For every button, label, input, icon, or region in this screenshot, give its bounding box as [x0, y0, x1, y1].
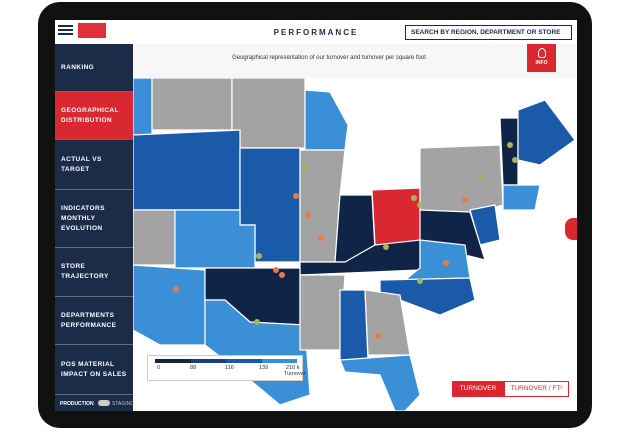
env-toggle[interactable] [98, 400, 110, 406]
menu-item[interactable]: INDICATORS MONTHLY EVOLUTION [55, 190, 133, 248]
store-dot [256, 253, 262, 259]
toggle-button[interactable]: TURNOVER / FT² [504, 381, 569, 397]
menu-item[interactable]: ACTUAL VS TARGET [55, 140, 133, 190]
region [502, 184, 541, 211]
region [517, 99, 576, 166]
region [299, 274, 346, 351]
region [339, 354, 421, 411]
region [133, 78, 153, 136]
store-dot [512, 157, 518, 163]
menu-button[interactable] [58, 25, 73, 35]
search-placeholder: SEARCH BY REGION, DEPARTMENT OR STORE [411, 29, 561, 36]
legend-bar [155, 359, 297, 363]
footer-bar [55, 395, 133, 411]
flag-button[interactable] [78, 23, 106, 38]
footer-left: PRODUCTION [60, 401, 94, 407]
region [133, 129, 241, 211]
toggle-button[interactable]: TURNOVER [452, 381, 504, 397]
map [133, 78, 576, 411]
menu-item[interactable]: DEPARTMENTS PERFORMANCE [55, 297, 133, 345]
region [419, 209, 486, 261]
menu-item[interactable]: RANKING [55, 44, 133, 92]
legend-title: Turnover [284, 371, 306, 377]
legend-tick: 210 k [286, 365, 300, 371]
store-dot [254, 319, 260, 325]
store-dot [383, 244, 389, 250]
region [231, 78, 306, 149]
subtitle-bar [133, 44, 577, 78]
store-dot [279, 272, 285, 278]
legend-tick: 0 [157, 365, 161, 371]
legend-tick: 139 [259, 365, 269, 371]
store-dot [477, 173, 483, 179]
legend-tick: 116 [225, 365, 234, 371]
store-dot [411, 195, 417, 201]
bulb-icon [537, 48, 546, 58]
menu-item[interactable]: STORE TRAJECTORY [55, 248, 133, 297]
store-dot [462, 197, 468, 203]
menu-item[interactable]: GEOGRAPHICAL DISTRIBUTION [55, 92, 133, 140]
store-dot [293, 193, 299, 199]
region [151, 78, 233, 131]
header [55, 20, 577, 45]
search-box[interactable]: SEARCH BY REGION, DEPARTMENT OR STORE [405, 25, 572, 40]
region [499, 117, 519, 186]
page-title: PERFORMANCE [273, 28, 359, 37]
region [133, 209, 176, 266]
store-dot [318, 235, 324, 241]
store-dot [375, 333, 381, 339]
footer-right: STAGING [112, 401, 135, 407]
store-dot [417, 202, 423, 208]
region [419, 144, 504, 216]
menu-item[interactable]: POS MATERIAL IMPACT ON SALES [55, 345, 133, 395]
info-label: INFO [535, 60, 548, 66]
store-dot [305, 212, 311, 218]
store-dot [417, 278, 423, 284]
region [304, 89, 349, 151]
legend-tick: 88 [190, 365, 197, 371]
store-dot [443, 260, 449, 266]
region [133, 264, 206, 346]
info-button[interactable]: INFO [527, 44, 556, 72]
store-dot [507, 142, 513, 148]
side-tab[interactable] [565, 218, 577, 240]
subtitle: Geographical representation of our turno… [232, 55, 426, 61]
store-dot [173, 286, 179, 292]
store-dot [273, 267, 279, 273]
store-dot [302, 165, 308, 171]
region [339, 289, 369, 361]
